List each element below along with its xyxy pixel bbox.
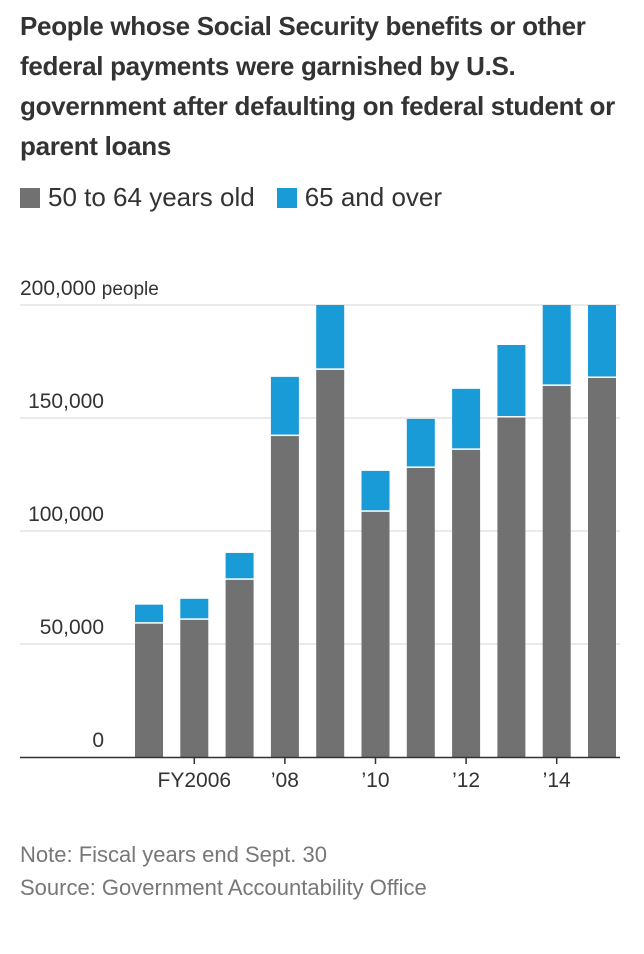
bar-65-over-FY2012: [452, 388, 481, 449]
x-tick-label: ’08: [271, 769, 299, 792]
bar-50-64-FY2013: [497, 417, 526, 757]
legend-label: 50 to 64 years old: [48, 182, 255, 212]
y-unit-label: people: [102, 279, 159, 300]
y-tick-label: 150,000: [28, 390, 104, 413]
bar-50-64-FY2007: [225, 579, 254, 757]
bar-50-64-FY2006: [180, 619, 209, 757]
bar-50-64-FY2009: [316, 369, 345, 757]
x-tick-label: FY2006: [158, 769, 232, 792]
bar-65-over-FY2013: [497, 345, 526, 417]
x-tick-label: ’12: [452, 769, 480, 792]
bar-50-64-FY2012: [452, 449, 481, 757]
bar-65-over-FY2008: [270, 376, 299, 435]
chart-plot: 0 50,000 100,000 150,000 200,000 people FY200…: [20, 277, 620, 792]
legend-swatch-blue: [276, 187, 297, 208]
legend: 50 to 64 years old 65 and over: [20, 182, 464, 213]
bar-50-64-FY2005: [135, 623, 163, 757]
bar-65-over-FY2009: [316, 305, 345, 369]
bar-65-over-FY2014: [542, 305, 571, 385]
legend-swatch-gray: [20, 187, 40, 208]
legend-item-50-64: 50 to 64 years old: [20, 182, 255, 213]
bar-65-over-FY2010: [361, 470, 390, 511]
chart-title: People whose Social Security benefits or…: [20, 11, 615, 161]
y-tick-label: 0: [92, 729, 104, 752]
legend-item-65-over: 65 and over: [276, 182, 443, 213]
x-tick-label: ’14: [543, 769, 571, 792]
bar-65-over-FY2006: [180, 598, 209, 619]
bar-65-over-FY2005: [135, 604, 163, 623]
bar-65-over-FY2011: [406, 418, 435, 467]
bar-65-over-FY2007: [225, 552, 254, 579]
bar-50-64-FY2014: [542, 385, 571, 757]
note: Note: Fiscal years end Sept. 30: [20, 842, 327, 867]
y-tick-label: 100,000: [28, 503, 104, 526]
x-tick-label: ’10: [361, 769, 389, 792]
bar-65-over-FY2015: [588, 305, 616, 377]
bar-50-64-FY2008: [270, 436, 299, 757]
bar-50-64-FY2015: [588, 377, 616, 757]
bar-50-64-FY2010: [361, 511, 390, 757]
bar-50-64-FY2011: [406, 467, 435, 757]
y-tick-label: 200,000 people: [20, 277, 159, 300]
source: Source: Government Accountability Office: [20, 875, 427, 900]
legend-label: 65 and over: [304, 182, 443, 212]
y-tick-label: 50,000: [40, 616, 104, 639]
